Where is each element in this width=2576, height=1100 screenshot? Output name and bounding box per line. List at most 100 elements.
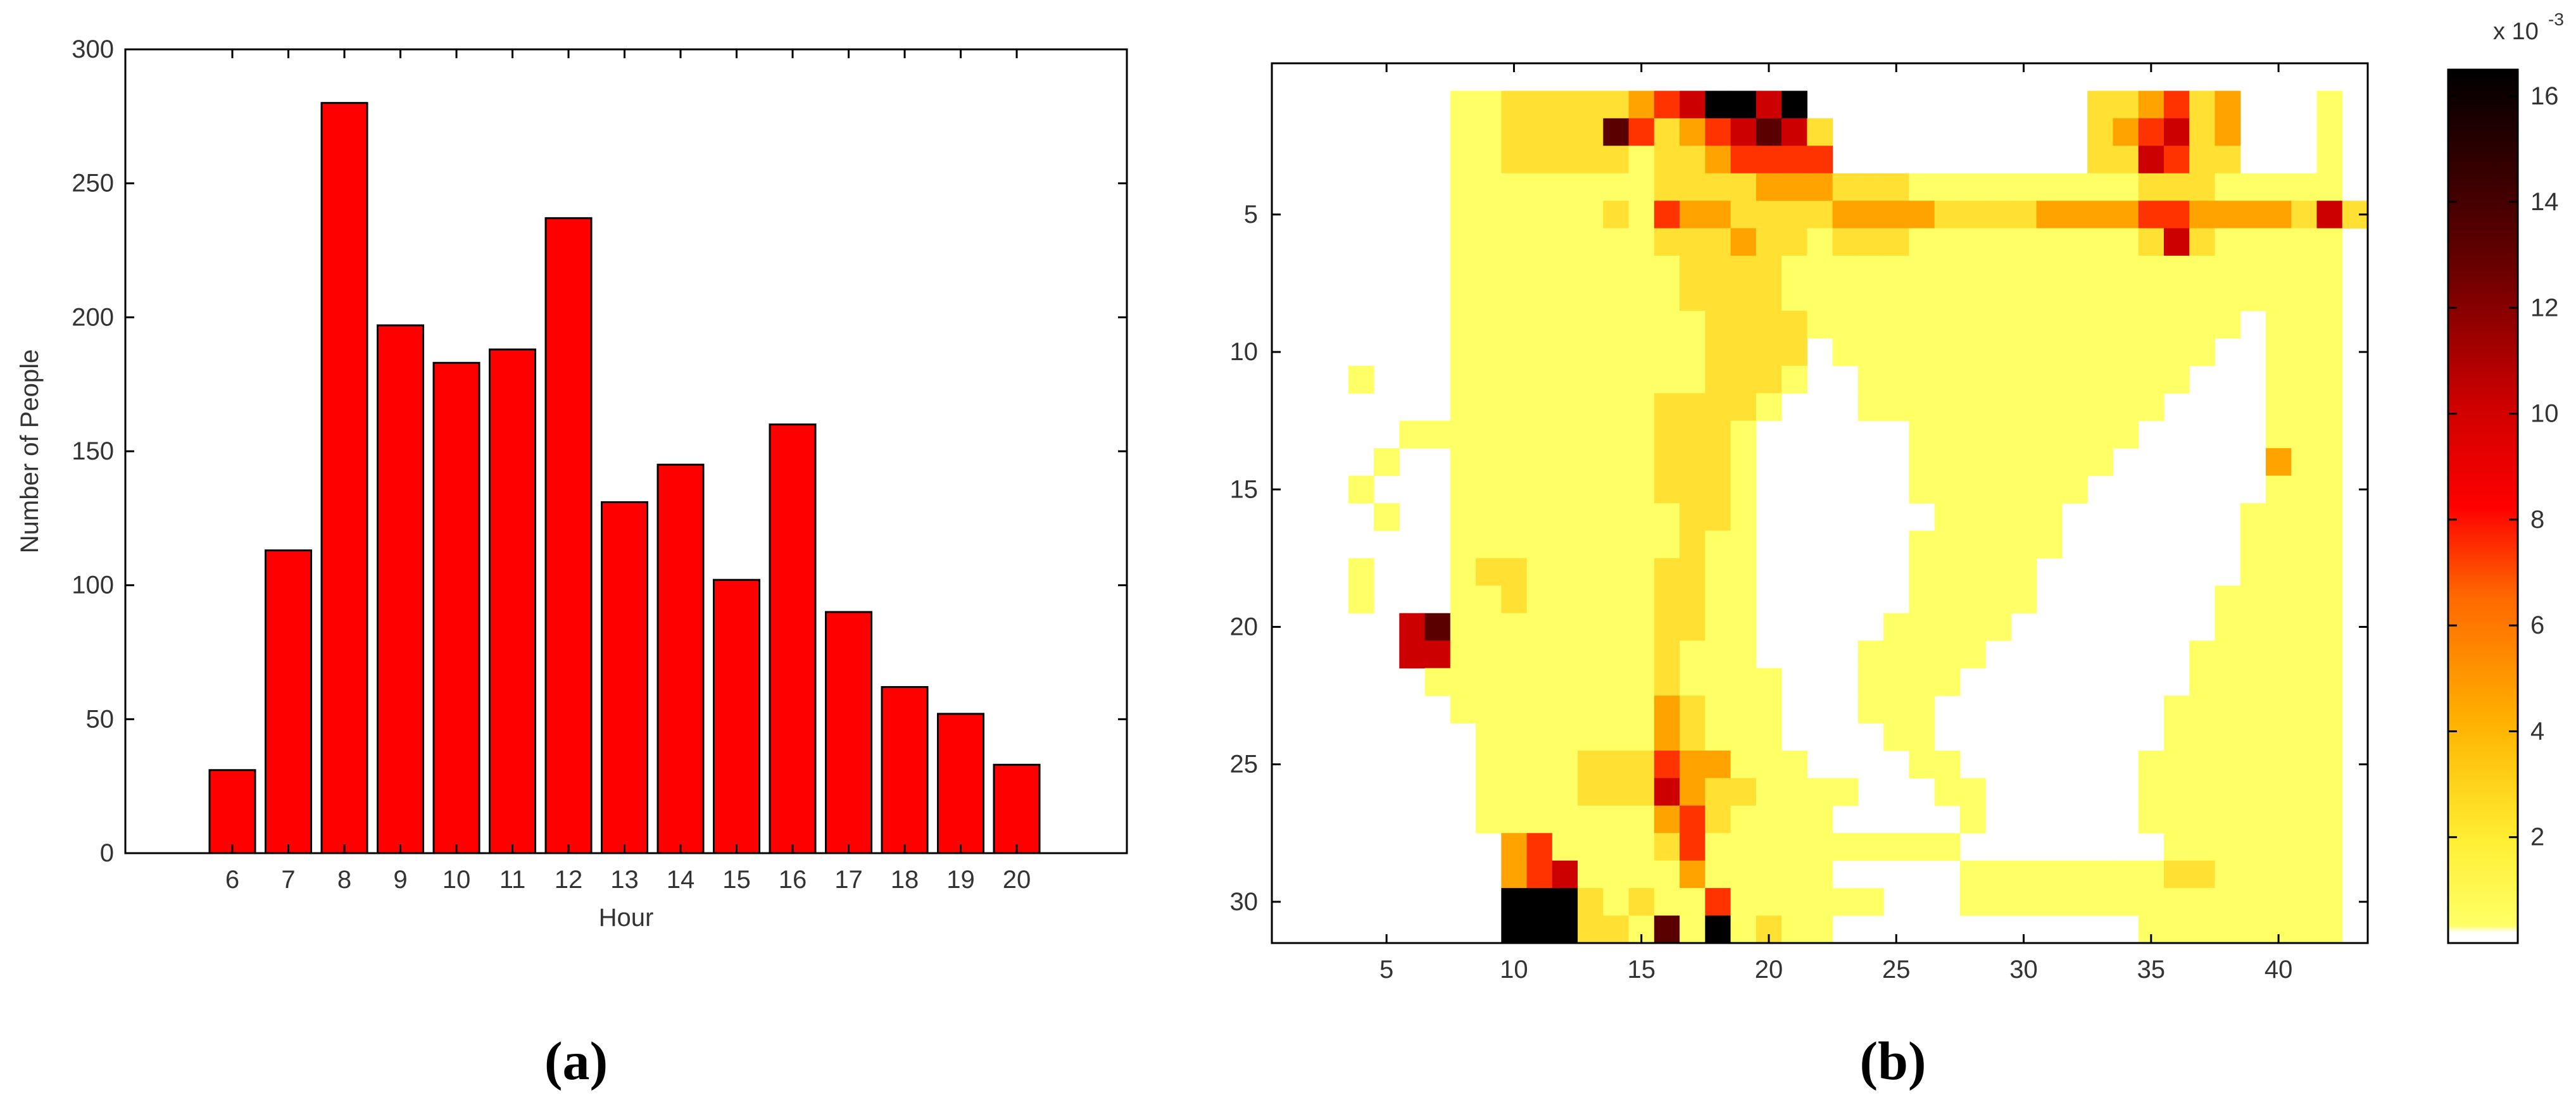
heatmap-cell: [1909, 833, 1935, 861]
heatmap-cell: [2087, 256, 2114, 284]
heatmap-y-ticks: 5 10 15 20 25 30: [1230, 201, 2368, 916]
heatmap-cell: [1526, 146, 1553, 174]
heatmap-cell: [2240, 256, 2266, 284]
heatmap-cell: [2113, 256, 2139, 284]
bar-18: [881, 686, 929, 854]
heatmap-cell: [1654, 448, 1680, 477]
heatmap-cell: [1705, 915, 1731, 944]
heatmap-cell: [1934, 641, 1961, 669]
heatmap-cell: [2061, 201, 2088, 229]
heatmap-cell: [1730, 888, 1757, 916]
heatmap-cell: [1654, 338, 1680, 366]
y-axis-ticks: 0 50 100 150 200 250 300: [72, 35, 1127, 867]
bar-chart-panel: 0 50 100 150 200 250 300 6 7 8 9 10 11 12 13 14 15 16 17 1…: [16, 35, 1128, 1091]
heatmap-cell: [1680, 778, 1706, 806]
heatmap-cell: [2265, 256, 2292, 284]
heatmap-cell: [1934, 228, 1961, 256]
heatmap-cell: [2061, 888, 2088, 916]
heatmap-cell: [2265, 613, 2292, 641]
heatmap-cell: [1807, 201, 1833, 229]
heatmap-cell: [2316, 393, 2343, 422]
heatmap-cell: [1857, 888, 1884, 916]
heatmap-cell: [1552, 613, 1578, 641]
heatmap-cell: [1730, 503, 1757, 532]
heatmap-cell: [1883, 338, 1909, 366]
heatmap-cell: [1578, 723, 1604, 751]
heatmap-cell: [1476, 146, 1502, 174]
heatmap-cell: [1756, 283, 1782, 311]
heatmap-cell: [1526, 750, 1553, 778]
heatmap-cell: [1680, 558, 1706, 586]
heatmap-cell: [1578, 558, 1604, 586]
heatmap-cell: [2240, 530, 2266, 559]
heatmap-cell: [1552, 860, 1578, 889]
heatmap-cell: [2061, 310, 2088, 339]
heatmap-cell: [1628, 228, 1655, 256]
heatmap-cell: [1756, 393, 1782, 422]
heatmap-cell: [1578, 146, 1604, 174]
heatmap-cell: [1730, 91, 1757, 119]
heatmap-cell: [1909, 201, 1935, 229]
heatmap-cell: [1552, 778, 1578, 806]
heatmap-cell: [2291, 256, 2318, 284]
heatmap-cell: [1959, 256, 1986, 284]
heatmap-cell: [2087, 228, 2114, 256]
heatmap-cell: [1552, 283, 1578, 311]
heatmap-cell: [1552, 91, 1578, 119]
heatmap-cell: [2240, 558, 2266, 586]
heatmap-cell: [2316, 310, 2343, 339]
heatmap-cell: [1985, 365, 2012, 394]
heatmap-cell: [1857, 393, 1884, 422]
heatmap-cell: [1526, 310, 1553, 339]
heatmap-cell: [1756, 888, 1782, 916]
bar-16: [769, 423, 817, 854]
heatmap-cell: [1603, 833, 1630, 861]
colorbar-tick-label: 4: [2530, 717, 2544, 745]
heatmap-cell: [1501, 365, 1528, 394]
heatmap-cell: [2215, 201, 2241, 229]
heatmap-cell: [1476, 750, 1502, 778]
heatmap-cell: [1781, 173, 1807, 201]
heatmap-cell: [2240, 668, 2266, 696]
colorbar-multiplier: x 10: [2493, 18, 2539, 45]
heatmap-cell: [2138, 91, 2164, 119]
heatmap-cell: [1348, 585, 1374, 614]
heatmap-cell: [2291, 393, 2318, 422]
heatmap-cell: [2240, 613, 2266, 641]
heatmap-cell: [2215, 310, 2241, 339]
heatmap-cell: [1526, 778, 1553, 806]
heatmap-cell: [1654, 696, 1680, 724]
heatmap-cell: [2316, 833, 2343, 861]
heatmap-cell: [2061, 860, 2088, 889]
heatmap-cell: [2240, 750, 2266, 778]
heatmap-cell: [1654, 613, 1680, 641]
heatmap-cell: [1450, 228, 1476, 256]
heatmap-cell: [1730, 283, 1757, 311]
heatmap-cell: [2265, 641, 2292, 669]
bar-17: [825, 611, 872, 854]
heatmap-cell: [1857, 201, 1884, 229]
heatmap-cell: [2316, 530, 2343, 559]
heatmap-cell: [2113, 146, 2139, 174]
heatmap-cell: [2189, 750, 2216, 778]
heatmap-cell: [1552, 201, 1578, 229]
heatmap-cell: [1526, 530, 1553, 559]
heatmap-cell: [1603, 860, 1630, 889]
heatmap-cell: [1654, 641, 1680, 669]
heatmap-cell: [2061, 283, 2088, 311]
heatmap-cell: [1909, 750, 1935, 778]
heatmap-cell: [1552, 475, 1578, 504]
heatmap-cell: [2316, 256, 2343, 284]
heatmap-cell: [2189, 283, 2216, 311]
heatmap-cell: [2138, 750, 2164, 778]
heatmap-cell: [2087, 860, 2114, 889]
heatmap-cell: [2087, 448, 2114, 477]
heatmap-cell: [1501, 310, 1528, 339]
heatmap-cell: [2189, 860, 2216, 889]
heatmap-cell: [2036, 448, 2063, 477]
colorbar-tick-label: 6: [2530, 611, 2544, 639]
heatmap-cell: [1476, 530, 1502, 559]
heatmap-cell: [1909, 668, 1935, 696]
x-axis-ticks: 6 7 8 9 10 11 12 13 14 15 16 17 18 19 20: [225, 49, 1031, 894]
heatmap-cell: [1883, 283, 1909, 311]
